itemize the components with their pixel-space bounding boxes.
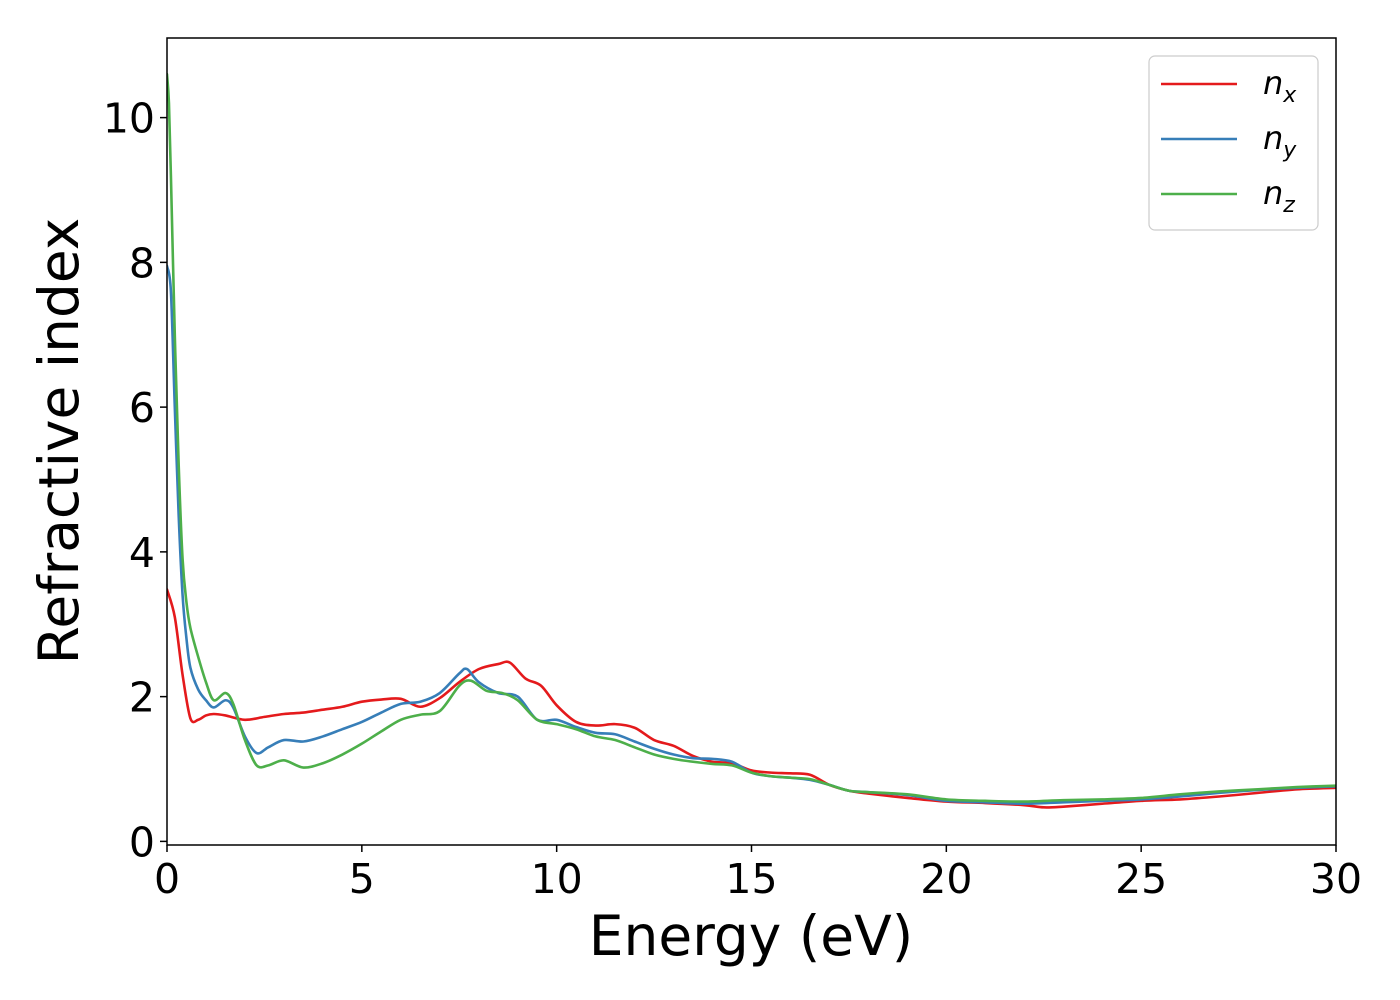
y-tick-label: 2 (129, 674, 155, 722)
x-tick-label: 0 (154, 855, 180, 903)
legend: nx ny nz (1148, 55, 1319, 231)
x-tick-label: 5 (349, 855, 375, 903)
y-tick-label: 8 (129, 239, 155, 287)
series-line-n-y (167, 264, 1336, 806)
legend-frame (1148, 55, 1319, 231)
series-layer (167, 72, 1336, 809)
x-axis-label: Energy (eV) (589, 904, 913, 968)
legend-label-n-y: ny (1263, 119, 1297, 163)
legend-label-n-x: nx (1263, 64, 1297, 108)
y-tick-label: 10 (103, 95, 155, 143)
x-tick-label: 30 (1310, 855, 1362, 903)
x-tick-label: 25 (1115, 855, 1167, 903)
y-tick-label: 4 (129, 529, 155, 577)
legend-items: nx ny nz (1161, 64, 1297, 218)
legend-label-n-z: nz (1263, 174, 1295, 218)
series-line-n-x (167, 588, 1336, 809)
ticks-layer: 0 5 10 15 20 25 30 0 2 4 6 8 10 (103, 95, 1362, 903)
x-tick-label: 10 (531, 855, 583, 903)
series-line-n-z (167, 72, 1336, 803)
y-axis-label: Refractive index (27, 218, 91, 665)
x-tick-label: 20 (920, 855, 972, 903)
y-tick-label: 6 (129, 384, 155, 432)
y-tick-label: 0 (129, 818, 155, 866)
x-tick-label: 15 (725, 855, 777, 903)
